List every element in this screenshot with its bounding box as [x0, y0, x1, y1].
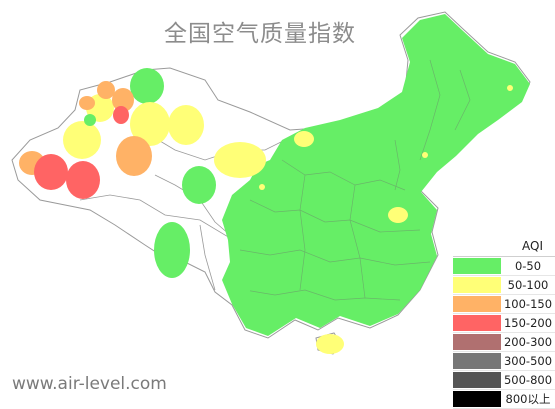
legend-swatch: [453, 296, 501, 312]
province-boundaries-east: [239, 59, 471, 301]
legend-item: 300-500: [453, 352, 555, 371]
watermark: www.air-level.com: [12, 374, 167, 394]
legend-item: 150-200: [453, 314, 555, 333]
legend-item: 100-150: [453, 295, 555, 314]
legend-swatch: [453, 334, 501, 350]
legend-swatch: [453, 372, 501, 388]
china-aqi-map: [11, 11, 531, 355]
legend-label: 0-50: [514, 259, 542, 273]
aqi-blob: [182, 166, 216, 204]
legend-label: 150-200: [503, 316, 553, 330]
aqi-blob: [422, 152, 428, 158]
legend-label: 500-800: [503, 373, 553, 387]
aqi-zone-good-hainan-ring: [316, 334, 344, 354]
aqi-blob: [34, 154, 68, 190]
legend-rows: 0-50 50-100 100-150 150-200 200-300 300-500 50…: [453, 257, 555, 409]
aqi-blob: [66, 161, 100, 199]
legend-item: 0-50: [453, 257, 555, 276]
aqi-blob: [130, 102, 170, 146]
aqi-blob: [79, 96, 95, 110]
aqi-blob: [112, 88, 134, 112]
aqi-blob: [388, 207, 408, 223]
legend-swatch: [453, 391, 501, 407]
legend-label: 50-100: [507, 278, 549, 292]
legend-swatch: [453, 258, 501, 274]
aqi-blob: [116, 136, 152, 176]
aqi-blob: [130, 68, 164, 104]
aqi-blob: [507, 85, 513, 91]
legend-title: AQI: [453, 236, 555, 257]
aqi-legend: AQI 0-50 50-100 100-150 150-200 200-300 300-5…: [453, 236, 555, 409]
aqi-blob: [214, 142, 266, 178]
legend-swatch: [453, 353, 501, 369]
legend-swatch: [453, 277, 501, 293]
legend-label: 200-300: [503, 335, 553, 349]
legend-swatch: [453, 315, 501, 331]
aqi-zone-good-east: [222, 14, 530, 336]
aqi-blob: [228, 260, 252, 300]
legend-item: 500-800: [453, 371, 555, 390]
aqi-blob: [97, 81, 115, 99]
legend-label: 300-500: [503, 354, 553, 368]
legend-label: 800以上: [505, 392, 551, 406]
aqi-blob: [84, 114, 96, 126]
aqi-blob: [294, 131, 314, 147]
aqi-blob: [63, 121, 101, 159]
map-title: 全国空气质量指数: [164, 21, 356, 47]
aqi-blob: [154, 222, 190, 278]
legend-item: 50-100: [453, 276, 555, 295]
aqi-blob: [168, 105, 204, 145]
aqi-blob: [259, 184, 265, 190]
aqi-blob: [113, 106, 129, 124]
legend-item: 200-300: [453, 333, 555, 352]
legend-label: 100-150: [503, 297, 553, 311]
